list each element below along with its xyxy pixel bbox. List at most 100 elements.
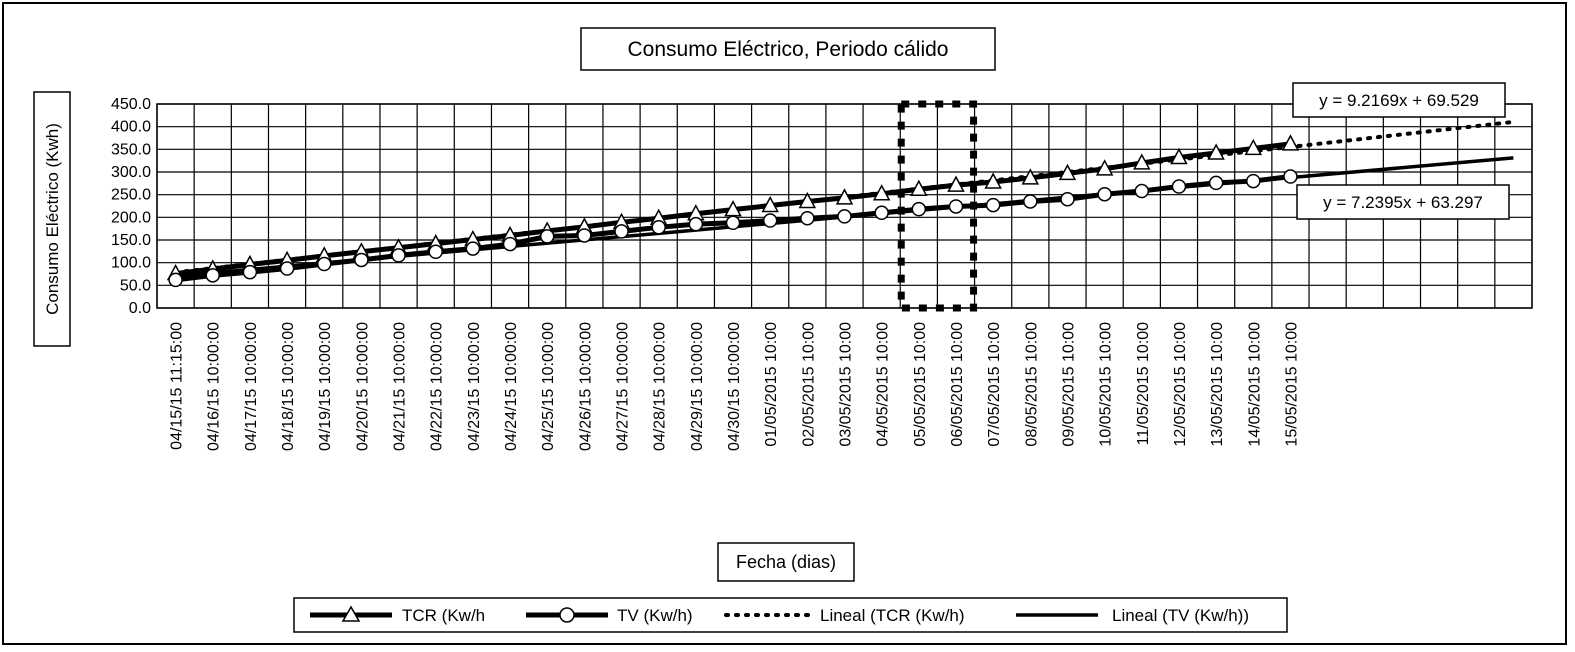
tv-point: [428, 244, 443, 260]
x-axis-title: Fecha (dias): [736, 552, 836, 572]
tcr-trend-equation: y = 9.2169x + 69.529: [1319, 91, 1479, 110]
chart-title: Consumo Eléctrico, Periodo cálido: [628, 38, 949, 61]
tv-point: [800, 210, 815, 226]
tv-point: [354, 252, 369, 268]
y-tick-label: 150.0: [111, 232, 151, 249]
legend-tcr-triangle-icon: [341, 605, 361, 622]
tv-point: [911, 201, 927, 217]
y-tick-label: 250.0: [111, 187, 151, 204]
tv-point: [651, 220, 666, 235]
x-tick-label: 04/05/2015 10:00: [875, 322, 892, 447]
tcr-point: [1133, 153, 1151, 170]
x-tick-label: 13/05/2015 10:00: [1209, 322, 1226, 447]
tcr-point: [798, 191, 817, 209]
x-tick-label: 04/29/15 10:00:00: [689, 322, 706, 451]
y-tick-label: 200.0: [111, 209, 151, 226]
tv-point: [539, 229, 555, 244]
tv-point: [577, 228, 592, 243]
x-tick-label: 04/22/15 10:00:00: [429, 322, 446, 451]
tv-equation-box: [1296, 184, 1510, 220]
tcr-point: [1207, 143, 1225, 160]
tcr-point: [947, 175, 965, 192]
tcr-point: [910, 179, 928, 196]
x-tick-label: 04/20/15 10:00:00: [354, 322, 371, 451]
tv-point: [837, 209, 852, 224]
tcr-point: [1058, 163, 1077, 181]
x-tick-label: 14/05/2015 10:00: [1246, 322, 1263, 447]
legend-tcr-trend-label: Lineal (TCR (Kw/h): [820, 606, 965, 625]
tcr-point: [1021, 168, 1040, 185]
series-layer: [166, 134, 1300, 288]
tv-point: [948, 199, 964, 214]
highlight-box: [897, 100, 978, 312]
tcr-point: [1281, 134, 1300, 151]
tv-point: [1023, 194, 1038, 209]
x-tick-label: 04/21/15 10:00:00: [392, 322, 409, 451]
legend-box: [293, 597, 1288, 633]
y-tick-label: 50.0: [120, 277, 151, 294]
x-axis-title-box: [717, 542, 855, 582]
tv-point: [205, 268, 220, 283]
tv-point: [985, 197, 1001, 213]
y-tick-layer: 0.0 50.0 100.0 150.0 200.0 250.0 300.0 350.0 400…: [111, 96, 151, 317]
tv-point: [1171, 179, 1187, 194]
x-tick-label: 11/05/2015 10:00: [1135, 322, 1152, 445]
tv-point: [1283, 169, 1298, 184]
x-tick-label: 04/17/15 10:00:00: [243, 322, 260, 451]
tv-point: [1134, 183, 1150, 199]
chart-frame: Consumo Eléctrico, Periodo cálido Consum…: [2, 2, 1567, 645]
y-tick-label: 350.0: [111, 141, 151, 158]
tv-point: [316, 256, 332, 272]
x-tick-label: 05/05/2015 10:00: [912, 322, 929, 447]
y-tick-label: 450.0: [111, 96, 151, 113]
tv-point: [465, 241, 481, 256]
tv-trend-equation: y = 7.2395x + 63.297: [1323, 193, 1483, 212]
tv-point: [614, 224, 629, 239]
tcr-point: [835, 188, 854, 205]
tcr-point: [1170, 147, 1188, 165]
tv-point: [279, 261, 295, 276]
tv-point: [1060, 191, 1075, 207]
tv-point: [1097, 186, 1112, 202]
tv-point: [762, 213, 778, 228]
legend-item-tv: TV (Kw/h): [526, 606, 693, 625]
tcr-point: [984, 172, 1002, 189]
y-tick-label: 100.0: [111, 255, 151, 272]
x-tick-label: 04/26/15 10:00:00: [577, 322, 594, 451]
legend-item-tcr-trend: Lineal (TCR (Kw/h): [724, 606, 965, 625]
tcr-point: [1244, 138, 1263, 156]
tv-point: [1208, 175, 1224, 191]
legend-item-tv-trend: Lineal (TV (Kw/h)): [1016, 606, 1249, 625]
x-tick-label: 04/24/15 10:00:00: [503, 322, 520, 451]
x-tick-label: 15/05/2015 10:00: [1283, 322, 1300, 447]
tv-point: [242, 264, 258, 280]
x-tick-label: 04/18/15 10:00:00: [280, 322, 297, 451]
tcr-point: [761, 195, 779, 213]
y-tick-label: 0.0: [129, 300, 151, 317]
x-tick-label: 04/23/15 10:00:00: [466, 322, 483, 451]
y-axis-title-box: [33, 91, 71, 347]
tv-point: [1246, 173, 1261, 189]
highlight-layer: [897, 100, 978, 312]
x-tick-label: 10/05/2015 10:00: [1098, 322, 1115, 447]
tv-point: [725, 215, 741, 231]
x-tick-label: 04/28/15 10:00:00: [652, 322, 669, 451]
tcr-point: [872, 184, 891, 201]
chart-title-box: [580, 27, 996, 71]
tv-point: [502, 236, 518, 252]
x-tick-label: 04/25/15 10:00:00: [540, 322, 557, 451]
x-tick-layer: 04/15/15 11:15:00 04/16/15 10:00:00 04/17/…: [169, 322, 1301, 451]
x-tick-label: 03/05/2015 10:00: [838, 322, 855, 447]
legend-tv-label: TV (Kw/h): [617, 606, 693, 625]
legend-tcr-label: TCR (Kw/h: [402, 606, 485, 625]
x-tick-label: 06/05/2015 10:00: [949, 322, 966, 447]
x-tick-label: 04/27/15 10:00:00: [615, 322, 632, 451]
legend-tv-trend-label: Lineal (TV (Kw/h)): [1112, 606, 1249, 625]
x-tick-label: 01/05/2015 10:00: [763, 322, 780, 447]
x-tick-label: 12/05/2015 10:00: [1172, 322, 1189, 447]
x-tick-label: 04/15/15 11:15:00: [169, 322, 186, 450]
tv-point: [168, 272, 183, 288]
tv-point: [874, 205, 889, 221]
x-tick-label: 02/05/2015 10:00: [800, 322, 817, 447]
y-axis-title: Consumo Eléctrico (Kwh): [43, 123, 62, 315]
